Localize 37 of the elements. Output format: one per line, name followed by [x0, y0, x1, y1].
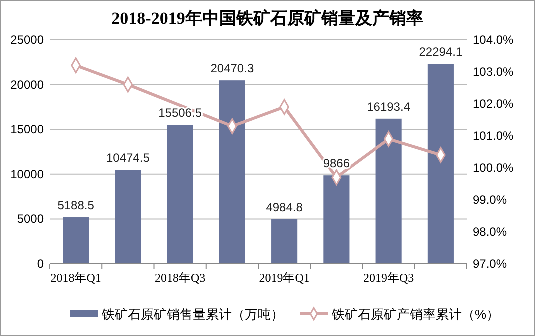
bar — [115, 170, 142, 264]
x-tick-label: 2018年Q1 — [50, 271, 102, 285]
y-tick-label: 5000 — [17, 212, 44, 226]
y-tick-label: 15000 — [10, 122, 44, 137]
data-label: 20470.3 — [210, 62, 254, 76]
data-label: 4984.8 — [266, 200, 304, 214]
bar — [428, 64, 454, 264]
bar — [324, 176, 350, 264]
y2-tick-label: 104.0% — [473, 33, 514, 47]
y2-tick-label: 99.0% — [473, 193, 508, 207]
y2-tick-label: 103.0% — [473, 65, 514, 79]
legend-label: 铁矿石原矿销售量累计（万吨） — [101, 307, 284, 322]
y2-tick-label: 102.0% — [473, 97, 514, 111]
chart-title: 2018-2019年中国铁矿石原矿销量及产销率 — [112, 9, 424, 28]
y2-tick-label: 101.0% — [473, 129, 514, 143]
y2-tick-label: 100.0% — [473, 161, 514, 175]
x-tick-label: 2018年Q3 — [154, 271, 206, 285]
data-label: 16193.4 — [367, 100, 411, 114]
bar — [63, 218, 90, 264]
data-label: 22294.1 — [419, 45, 463, 60]
y2-tick-label: 97.0% — [473, 257, 508, 271]
y-tick-label: 0 — [37, 257, 44, 271]
x-tick-label: 2019年Q3 — [363, 271, 414, 285]
data-label: 15506.5 — [158, 106, 202, 120]
bar — [272, 219, 298, 264]
bar — [219, 80, 246, 264]
y-tick-label: 10000 — [10, 167, 44, 182]
y2-tick-label: 98.0% — [473, 225, 508, 239]
data-label: 9866 — [323, 156, 350, 171]
y-tick-label: 20000 — [10, 78, 44, 92]
bar — [376, 118, 402, 264]
data-label: 10474.5 — [106, 151, 150, 166]
bar — [167, 125, 194, 264]
legend-label: 铁矿石原矿产销率累计（%） — [331, 307, 500, 322]
y-tick-label: 25000 — [10, 33, 44, 47]
data-label: 5188.5 — [58, 198, 95, 213]
x-tick-label: 2019年Q1 — [259, 271, 310, 285]
